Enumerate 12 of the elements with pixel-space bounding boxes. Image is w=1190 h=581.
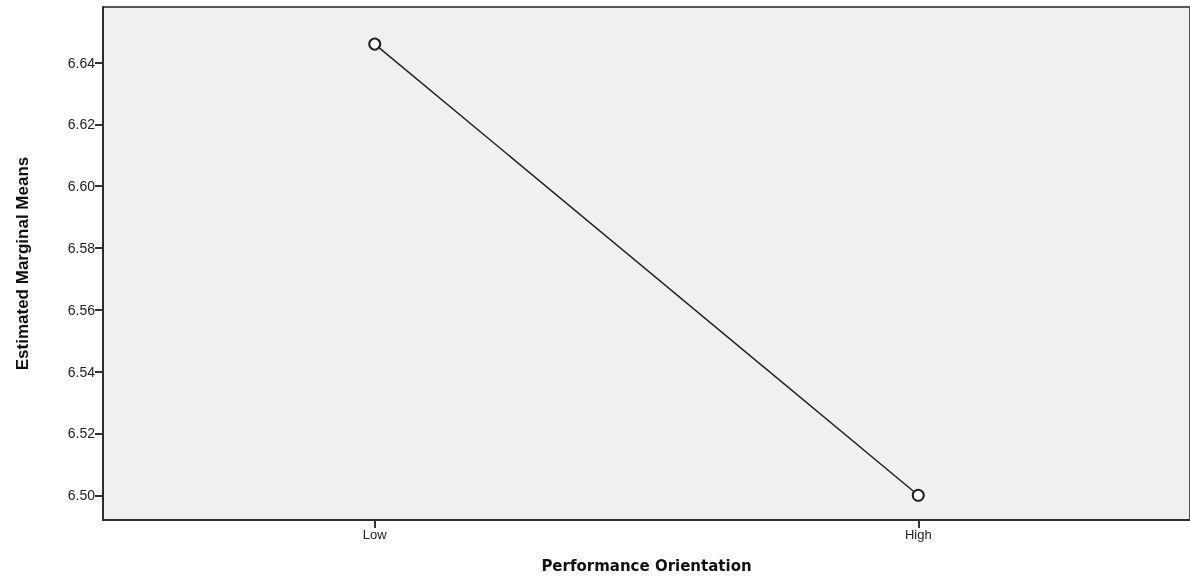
x-axis-title: Performance Orientation xyxy=(541,556,752,575)
y-tick-label: 6.64 xyxy=(67,54,96,71)
x-tick-label: High xyxy=(904,527,932,542)
y-tick-label: 6.54 xyxy=(67,363,96,380)
y-tick-label: 6.52 xyxy=(67,425,96,442)
y-tick-label: 6.56 xyxy=(67,301,96,318)
x-tick-label: Low xyxy=(362,527,388,542)
y-tick-label: 6.58 xyxy=(67,240,96,257)
y-axis-title: Estimated Marginal Means xyxy=(13,156,32,371)
y-tick-label: 6.50 xyxy=(67,487,96,504)
y-tick-label: 6.60 xyxy=(67,178,96,195)
y-tick-label: 6.62 xyxy=(67,116,96,133)
